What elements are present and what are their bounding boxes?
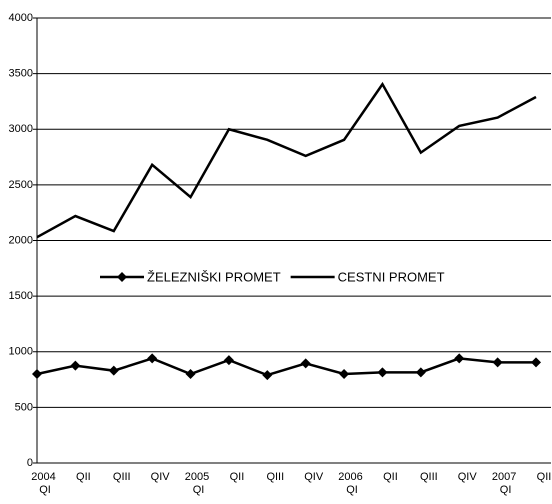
marker xyxy=(339,369,350,379)
series-line xyxy=(36,357,536,377)
x-tick-label: QIV xyxy=(458,471,478,483)
x-tick-label: QIV xyxy=(151,471,171,483)
marker xyxy=(377,367,388,378)
x-tick-label: QIII xyxy=(266,471,284,483)
x-tick-label-part: QII xyxy=(537,471,552,483)
marker xyxy=(70,360,81,371)
x-tick-label-part: QII xyxy=(76,471,91,483)
legend-label: ŽELEZNIŠKI PROMET xyxy=(147,269,281,284)
legend-label: CESTNI PROMET xyxy=(338,269,445,284)
x-tick-label-part: QIV xyxy=(458,471,478,483)
y-tick-label: 2000 xyxy=(9,234,33,246)
x-tick-label-part: QIII xyxy=(266,471,284,483)
x-tick-label-part: QI xyxy=(193,484,205,496)
x-tick-label: 2007 QI xyxy=(492,471,520,496)
y-tick-label: 2500 xyxy=(9,179,33,191)
marker xyxy=(300,358,311,369)
marker xyxy=(531,357,541,368)
x-tick-label-part: QI xyxy=(346,484,358,496)
x-tick-label-part: 2006 xyxy=(338,471,366,483)
x-tick-label: 2005 QI xyxy=(185,471,213,496)
marker xyxy=(415,367,426,378)
x-tick-label-part: QII xyxy=(230,471,245,483)
x-tick-label: 2006 QI xyxy=(338,471,366,496)
marker xyxy=(223,355,234,366)
y-tick-label: 3500 xyxy=(9,68,33,80)
x-tick-label-part: QIII xyxy=(420,471,438,483)
x-tick-label-part: QI xyxy=(500,484,512,496)
marker xyxy=(108,365,119,376)
x-tick-label-part: 2005 xyxy=(185,471,213,483)
x-tick-label: QII xyxy=(383,471,398,483)
x-tick-label-part: QIV xyxy=(304,471,324,483)
x-tick-label-part: 2007 xyxy=(492,471,520,483)
series-line xyxy=(36,81,537,239)
x-tick-label-part: QII xyxy=(383,471,398,483)
y-tick-label: 500 xyxy=(15,401,33,413)
marker xyxy=(147,353,158,364)
marker xyxy=(32,369,42,379)
x-tick-label-part: QIII xyxy=(113,471,131,483)
legend-marker xyxy=(117,272,127,282)
y-tick-label: 1500 xyxy=(9,290,33,302)
marker xyxy=(262,370,273,381)
x-tick-label: QII xyxy=(76,471,91,483)
x-tick-label: QIV xyxy=(304,471,324,483)
x-tick-label-part: QI xyxy=(39,484,51,496)
y-tick-label: 3000 xyxy=(9,123,33,135)
x-tick-label: 2004 QI xyxy=(31,471,59,496)
marker xyxy=(454,353,465,364)
x-tick-label-part: 2004 xyxy=(31,471,59,483)
marker xyxy=(185,369,196,379)
x-tick-label: QIII xyxy=(420,471,438,483)
x-tick-label: QII xyxy=(537,471,552,483)
x-tick-label-part: QIV xyxy=(151,471,171,483)
y-tick-label: 0 xyxy=(27,457,33,469)
y-tick-label: 4000 xyxy=(9,12,33,24)
marker xyxy=(492,357,503,368)
x-tick-label: QII xyxy=(230,471,245,483)
y-tick-label: 1000 xyxy=(9,346,33,358)
x-tick-label: QIII xyxy=(113,471,131,483)
